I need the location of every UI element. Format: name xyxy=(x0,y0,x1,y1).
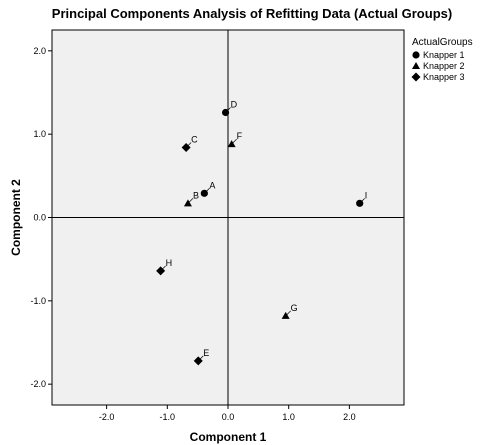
data-points: D A I F B G C H E xyxy=(156,100,367,366)
legend-marker-diamond xyxy=(411,72,421,82)
point-label: D xyxy=(231,100,238,110)
point-label: G xyxy=(291,303,298,313)
y-axis-title: Component 2 xyxy=(9,179,23,256)
chart-title: Principal Components Analysis of Refitti… xyxy=(52,6,452,21)
reference-lines xyxy=(52,30,404,405)
y-tick-label: -2.0 xyxy=(30,379,46,389)
y-tick-label: -1.0 xyxy=(30,296,46,306)
point-label: I xyxy=(365,190,368,200)
legend-item-label: Knapper 3 xyxy=(423,72,465,82)
y-tick-label: 0.0 xyxy=(33,213,46,223)
point-label-leader xyxy=(186,142,192,147)
point-label-leader xyxy=(226,107,231,112)
x-tick-label: 2.0 xyxy=(343,412,356,422)
legend-marker-circle xyxy=(412,51,420,59)
x-tick-label: 1.0 xyxy=(282,412,295,422)
legend-item-label: Knapper 1 xyxy=(423,50,465,60)
axis-ticks: -2.0 -1.0 0.0 1.0 2.0 2.0 1.0 0.0 -1.0 -2.0 xyxy=(30,46,355,422)
point-label-leader xyxy=(360,198,365,203)
point-label-leader xyxy=(161,265,166,271)
y-tick-label: 2.0 xyxy=(33,46,46,56)
point-label-leader xyxy=(188,198,194,203)
point-label-leader xyxy=(232,138,237,144)
data-point-triangle xyxy=(281,311,290,319)
point-label-leader xyxy=(205,188,210,193)
x-tick-label: -2.0 xyxy=(99,412,115,422)
point-label: B xyxy=(193,190,199,200)
legend-title: ActualGroups xyxy=(412,37,473,48)
x-tick-label: 0.0 xyxy=(222,412,235,422)
point-label: C xyxy=(191,135,198,145)
point-label-leader xyxy=(199,355,204,361)
point-label: F xyxy=(237,131,243,141)
point-label: A xyxy=(209,180,215,190)
legend-item-label: Knapper 2 xyxy=(423,61,465,71)
data-point-triangle xyxy=(227,140,236,148)
y-tick-label: 1.0 xyxy=(33,129,46,139)
point-label-leader xyxy=(286,310,291,316)
x-tick-label: -1.0 xyxy=(160,412,176,422)
data-point-triangle xyxy=(183,199,192,207)
point-label: E xyxy=(203,348,209,358)
legend-marker-triangle xyxy=(412,62,420,69)
point-label: H xyxy=(166,258,173,268)
x-axis-title: Component 1 xyxy=(190,430,267,444)
